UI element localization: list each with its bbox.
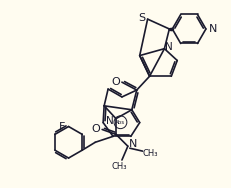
Text: O: O <box>92 124 101 134</box>
Text: N: N <box>106 116 114 126</box>
Text: Abs: Abs <box>115 120 125 125</box>
Text: F: F <box>58 121 65 132</box>
Text: N: N <box>209 24 217 34</box>
Text: CH₃: CH₃ <box>143 149 158 158</box>
Text: O: O <box>112 77 120 87</box>
Text: N: N <box>129 139 137 149</box>
Text: N: N <box>165 42 173 52</box>
Text: CH₃: CH₃ <box>111 162 127 171</box>
Text: S: S <box>138 13 145 23</box>
